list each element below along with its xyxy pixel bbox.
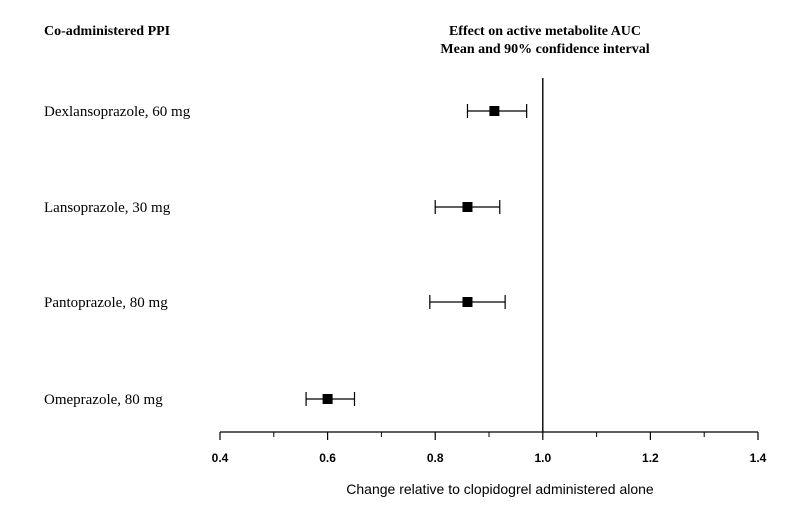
- row-label: Dexlansoprazole, 60 mg: [44, 104, 191, 120]
- data-row: Dexlansoprazole, 60 mg: [44, 104, 528, 120]
- chart-title-line2: Mean and 90% confidence interval: [440, 42, 649, 57]
- x-axis-label: Change relative to clopidogrel administe…: [346, 481, 654, 497]
- mean-marker: [322, 394, 333, 404]
- x-axis-ticks: 0.4 0.6 0.8 1.0 1.2 1.4: [212, 432, 767, 465]
- x-tick-label: 1.4: [750, 451, 767, 465]
- data-rows: Dexlansoprazole, 60 mg Lansoprazole, 30 m…: [44, 104, 528, 408]
- x-tick-label: 0.6: [319, 451, 336, 465]
- x-tick-label: 0.8: [427, 451, 444, 465]
- data-row: Lansoprazole, 30 mg: [44, 200, 501, 216]
- x-tick-label: 1.2: [642, 451, 659, 465]
- mean-marker: [462, 202, 473, 212]
- column-header-ppi: Co-administered PPI: [44, 24, 170, 39]
- x-tick-label: 1.0: [534, 451, 551, 465]
- row-label: Omeprazole, 80 mg: [44, 392, 163, 408]
- mean-marker: [462, 297, 473, 307]
- data-row: Omeprazole, 80 mg: [44, 392, 356, 408]
- row-label: Pantoprazole, 80 mg: [44, 295, 168, 311]
- mean-marker: [489, 106, 500, 116]
- row-label: Lansoprazole, 30 mg: [44, 200, 171, 216]
- x-tick-label: 0.4: [212, 451, 229, 465]
- data-row: Pantoprazole, 80 mg: [44, 295, 506, 311]
- chart-title-line1: Effect on active metabolite AUC: [449, 24, 641, 39]
